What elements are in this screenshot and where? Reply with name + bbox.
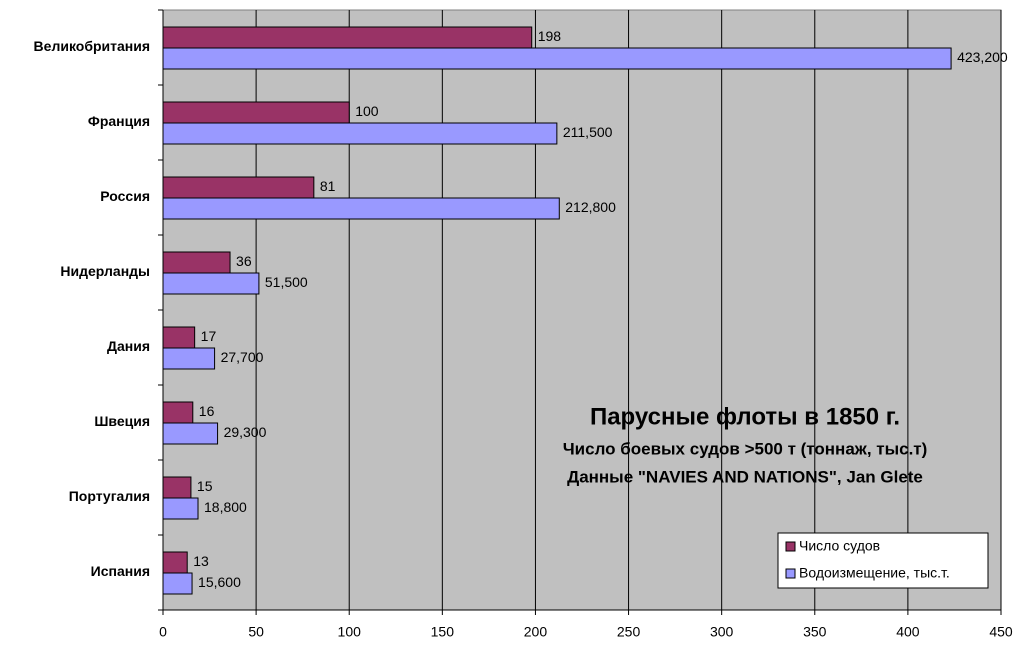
data-label: 15 [197, 478, 213, 494]
y-tick-label: Нидерланды [60, 263, 150, 279]
x-tick-label: 400 [896, 624, 920, 640]
x-tick-label: 100 [338, 624, 362, 640]
data-label: 16 [199, 403, 215, 419]
x-tick-label: 150 [431, 624, 455, 640]
data-label: 211,500 [563, 124, 613, 140]
data-label: 27,700 [221, 349, 264, 365]
x-tick-label: 350 [803, 624, 827, 640]
bar [162, 176, 315, 199]
y-tick-label: Дания [107, 338, 150, 354]
x-tick-label: 0 [159, 624, 167, 640]
bar [162, 26, 533, 49]
bar [162, 347, 216, 370]
bar [162, 272, 260, 295]
x-tick-label: 200 [524, 624, 548, 640]
bar [162, 326, 196, 349]
bar [162, 572, 193, 595]
y-tick-label: Великобритания [34, 38, 150, 54]
data-label: 51,500 [265, 274, 308, 290]
y-tick-label: Швеция [94, 413, 150, 429]
data-label: 212,800 [565, 199, 616, 215]
data-label: 423,200 [957, 49, 1008, 65]
data-label: 29,300 [224, 424, 267, 440]
bar [162, 197, 560, 220]
y-tick-label: Россия [100, 188, 150, 204]
bar [162, 551, 188, 574]
plot-area [162, 9, 1002, 611]
data-label: 81 [320, 178, 336, 194]
data-label: 198 [538, 28, 562, 44]
x-tick-label: 50 [248, 624, 264, 640]
bar [162, 497, 199, 520]
data-label: 15,600 [198, 574, 241, 590]
y-tick-label: Португалия [69, 488, 150, 504]
x-tick-label: 250 [617, 624, 641, 640]
bar [162, 101, 350, 124]
y-tick-label: Испания [91, 563, 150, 579]
legend [777, 532, 989, 589]
data-label: 100 [355, 103, 379, 119]
bar [162, 122, 558, 145]
y-tick-label: Франция [88, 113, 150, 129]
x-tick-label: 300 [710, 624, 734, 640]
subtitle: Число боевых судов >500 т (тоннаж, тыс.т… [563, 439, 928, 458]
legend-label: Число судов [799, 538, 880, 554]
data-label: 17 [201, 328, 217, 344]
legend-label: Водоизмещение, тыс.т. [799, 565, 950, 581]
bar [162, 401, 194, 424]
data-label: 36 [236, 253, 252, 269]
legend-swatch [785, 568, 796, 579]
x-tick-label: 450 [989, 624, 1013, 640]
legend-swatch [785, 541, 796, 552]
subtitle: Данные "NAVIES AND NATIONS", Jan Glete [567, 467, 923, 486]
bar [162, 476, 192, 499]
chart-title: Парусные флоты в 1850 г. [590, 403, 900, 430]
data-label: 13 [193, 553, 209, 569]
bar [162, 422, 219, 445]
data-label: 18,800 [204, 499, 247, 515]
bar [162, 251, 231, 274]
bar [162, 47, 952, 70]
